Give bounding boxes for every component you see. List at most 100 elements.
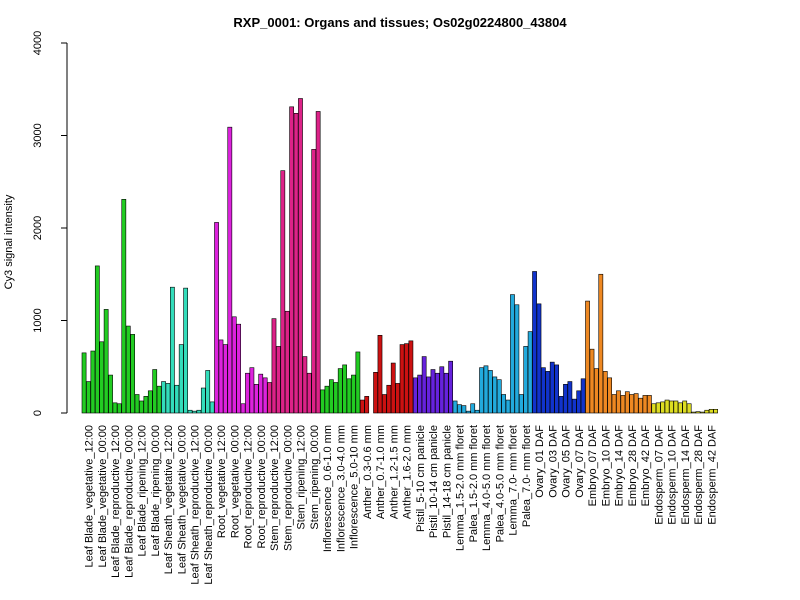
bar <box>682 400 688 414</box>
y-axis-label: Cy3 signal intensity <box>3 194 15 289</box>
bar <box>686 403 692 414</box>
bar <box>677 402 683 414</box>
bar <box>280 170 286 414</box>
bar <box>408 340 414 414</box>
bar <box>532 271 537 414</box>
bar <box>192 410 197 414</box>
bar <box>249 367 255 414</box>
bar <box>536 303 542 414</box>
bar <box>448 360 454 414</box>
bar <box>276 346 281 414</box>
x-category-label: Leaf Sheath_vegetative_00:00 <box>176 425 188 574</box>
bar <box>651 403 657 414</box>
bar <box>558 396 564 414</box>
bar <box>395 383 401 414</box>
bar <box>293 113 299 414</box>
bar <box>152 369 158 414</box>
bar <box>518 394 524 414</box>
bar <box>390 362 396 414</box>
bar <box>541 367 546 414</box>
x-category-label: Lemma_1.5-2.0 mm floret <box>455 425 467 551</box>
bar <box>439 366 445 414</box>
bar <box>620 395 626 414</box>
bar <box>465 410 471 414</box>
bar <box>638 397 643 414</box>
bar <box>174 384 180 414</box>
bar <box>306 372 312 414</box>
x-category-label: Endosperm_10 DAF <box>667 425 679 525</box>
bar <box>258 373 264 414</box>
bar <box>94 265 100 414</box>
bar <box>430 369 436 414</box>
bar <box>267 382 272 414</box>
bar <box>298 98 303 414</box>
x-category-label: Ovary_01 DAF <box>534 425 546 498</box>
bar <box>355 351 361 414</box>
bar <box>633 393 639 414</box>
bar <box>165 383 171 414</box>
x-category-label: Stem_ripening_00:00 <box>309 425 321 530</box>
bar <box>505 399 511 414</box>
bar <box>664 399 670 414</box>
bar <box>200 387 206 414</box>
bar <box>99 341 105 414</box>
bar <box>147 390 153 414</box>
x-category-label: Ovary_03 DAF <box>547 425 559 498</box>
x-category-label: Pistil_14-18 cm panicle <box>441 425 453 538</box>
bar <box>178 344 184 414</box>
x-category-label: Ovary_05 DAF <box>561 425 573 498</box>
bar <box>647 395 652 414</box>
bar <box>196 409 202 414</box>
bar <box>218 339 224 414</box>
x-category-label: Endosperm_07 DAF <box>653 425 665 525</box>
bar <box>289 106 295 414</box>
x-category-label: Pistil_5-10 cm panicle <box>415 425 427 532</box>
bar <box>549 361 555 414</box>
bar <box>474 409 480 414</box>
bar <box>655 402 661 414</box>
x-category-label: Inflorescence_3.0-4.0 mm <box>335 425 347 552</box>
bar <box>231 316 237 414</box>
y-tick-label: 3000 <box>32 123 44 147</box>
bar <box>611 394 617 414</box>
x-category-label: Leaf Sheath_vegetative_12:00 <box>163 425 175 574</box>
bar <box>576 390 582 414</box>
bar <box>382 394 387 414</box>
bar <box>399 344 405 414</box>
x-category-label: Embryo_14 DAF <box>614 425 626 507</box>
x-category-label: Inflorescence_5.0-10 mm <box>349 425 361 549</box>
x-category-label: Root_reproductive_00:00 <box>256 425 268 549</box>
bar <box>501 394 507 414</box>
x-category-label: Root_vegetative_12:00 <box>216 425 228 538</box>
bar <box>452 400 458 414</box>
x-category-label: Inflorescence_0.6-1.0 mm <box>322 425 334 552</box>
x-category-label: Leaf Blade_ripening_12:00 <box>137 425 149 557</box>
bar <box>329 379 334 414</box>
x-category-label: Anther_0.7-1.0 mm <box>375 425 387 519</box>
bar <box>691 411 696 414</box>
x-category-label: Pistil_10-14 cm panicle <box>428 425 440 538</box>
bar <box>510 294 515 414</box>
x-category-label: Lemma_4.0-5.0 mm floret <box>481 425 493 551</box>
x-category-label: Embryo_28 DAF <box>627 425 639 507</box>
bar <box>461 405 467 414</box>
bar <box>479 367 484 414</box>
x-category-label: Leaf Blade_vegetative_12:00 <box>84 425 96 568</box>
bar <box>426 376 431 414</box>
bar <box>417 374 423 414</box>
bar <box>523 346 529 414</box>
bar <box>571 398 577 414</box>
bar <box>320 389 325 414</box>
bar <box>315 111 321 414</box>
bar <box>130 334 135 414</box>
bar <box>324 385 330 414</box>
bar <box>412 377 418 414</box>
bar <box>713 408 718 414</box>
y-tick-label: 2000 <box>32 216 44 240</box>
bar <box>284 310 290 414</box>
bar <box>483 365 489 414</box>
bar <box>594 368 599 414</box>
x-category-label: Root_vegetative_00:00 <box>229 425 241 538</box>
bar <box>161 381 166 414</box>
bar <box>435 372 440 414</box>
